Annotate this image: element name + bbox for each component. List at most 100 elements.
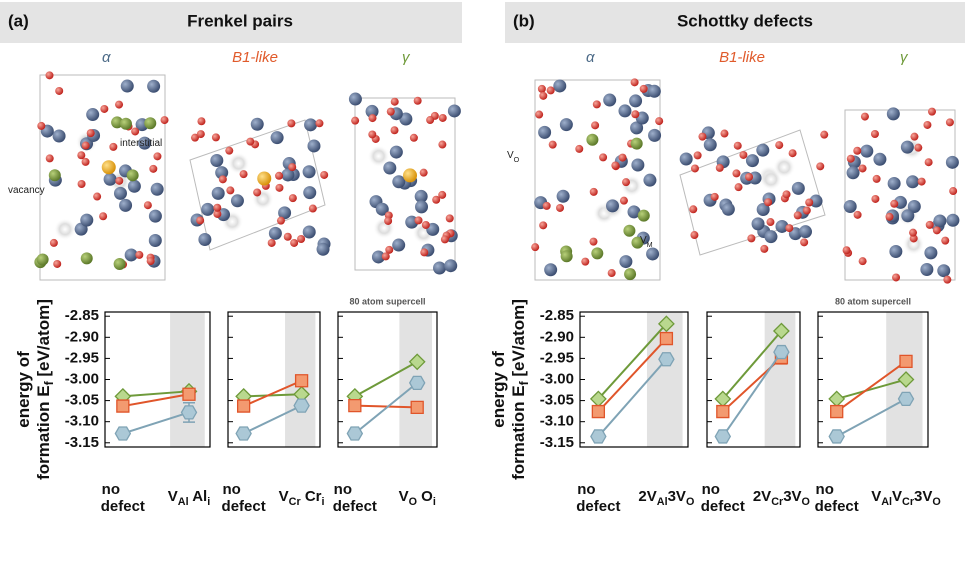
x-tick-label: no [102,481,120,498]
atom-metal [873,152,887,166]
atom-metal [124,248,138,262]
data-point [657,315,675,333]
y-axis-label-part: f [42,380,56,385]
atom-oxygen [639,84,648,93]
atom-metal [937,264,951,278]
atom-oxygen [909,228,918,237]
annotation: 80 atom supercell [835,296,911,306]
x-tick-label-part: 3V [914,488,932,505]
y-axis-label-part: energy of [489,351,508,428]
atom-green [113,258,126,271]
atom-green [80,252,93,265]
annotation-part: V [640,235,647,246]
atom-interstitial [101,160,116,175]
unit-cell [39,74,166,281]
atom-green [624,268,637,281]
atom-oxygen [548,140,557,149]
atom-oxygen [420,248,429,257]
atom-oxygen [546,86,555,95]
atom-green [586,133,599,146]
x-tick-label-part: no [816,481,834,498]
x-tick-label-part: V [279,488,289,505]
crystal-structures [34,71,960,284]
data-point [830,404,844,419]
unit-cell [844,109,956,281]
x-tick-label: no [334,481,352,498]
atom-oxygen [386,107,395,116]
atom-metal [756,143,770,157]
atom-green [48,169,61,182]
x-tick-label-part: Al [657,496,668,508]
x-tick-label: VCr Cri [279,488,325,508]
y-tick-label: -3.05 [65,392,99,409]
panel-header-bg [505,2,965,43]
y-axis-label-part: [eV/atom] [34,299,53,381]
x-tick-label: defect [815,498,859,515]
vacancy [902,233,925,256]
series-line [597,337,668,413]
atom-metal [647,84,661,98]
atom-oxygen [440,235,449,244]
y-axis-label-part: formation E [34,385,53,479]
atom-oxygen [556,203,565,212]
vacancy [227,152,250,175]
atom-metal [907,199,921,213]
atom-oxygen [320,170,329,179]
atom-oxygen [531,243,540,252]
atom-green [36,253,49,266]
atom-oxygen [870,129,879,138]
atom-oxygen [846,154,855,163]
annotation-part: vacancy [8,185,45,196]
atom-metal [721,202,735,216]
atom-metal [281,168,295,182]
atom-oxygen [81,157,90,166]
atom-oxygen [607,269,616,278]
atom-metal [138,136,152,150]
atom-oxygen [917,177,926,186]
atom-oxygen [225,146,234,155]
atom-metal [629,94,643,108]
atom-oxygen [739,150,748,159]
x-tick-label-part: 3V [668,488,686,505]
y-tick-label: -3.15 [65,434,99,451]
atom-oxygen [816,162,825,171]
x-tick-label-part: V [168,488,178,505]
structure-label: γ [900,49,909,66]
atom-oxygen [190,133,199,142]
atom-metal [751,217,765,231]
data-point [773,344,790,360]
atom-oxygen [421,220,430,229]
atom-metal [544,263,558,277]
y-tick-label: -3.00 [540,370,574,387]
atom-metal [113,186,127,200]
atom-oxygen [135,250,144,259]
x-tick-label-part: Al [881,496,892,508]
atom-oxygen [131,127,140,136]
atom-green [637,209,650,222]
panel-title: Frenkel pairs [187,11,293,30]
data-point [828,429,845,444]
atom-oxygen [715,163,724,172]
atom-metal [389,145,403,159]
x-tick-label-part: defect [101,498,145,515]
data-point [293,398,310,413]
atom-metal [924,246,938,260]
atom-oxygen [290,238,299,247]
x-tick-label: defect [701,498,745,515]
atom-metal [630,121,644,135]
atom-metal [316,242,330,256]
series-line [243,393,302,398]
atom-metal [618,104,632,118]
x-tick-label: VO Oi [399,488,436,508]
atom-oxygen [802,206,811,215]
atom-oxygen [775,141,784,150]
atom-interstitial [257,171,272,186]
atom-oxygen [745,172,754,181]
annotation: 80 atom supercell [349,296,425,306]
x-tick-label-part: 2V [753,488,771,505]
atom-oxygen [589,187,598,196]
atom-oxygen [858,164,867,173]
atom-oxygen [885,212,894,221]
atom-oxygen [196,130,205,139]
atom-metal [809,194,823,208]
